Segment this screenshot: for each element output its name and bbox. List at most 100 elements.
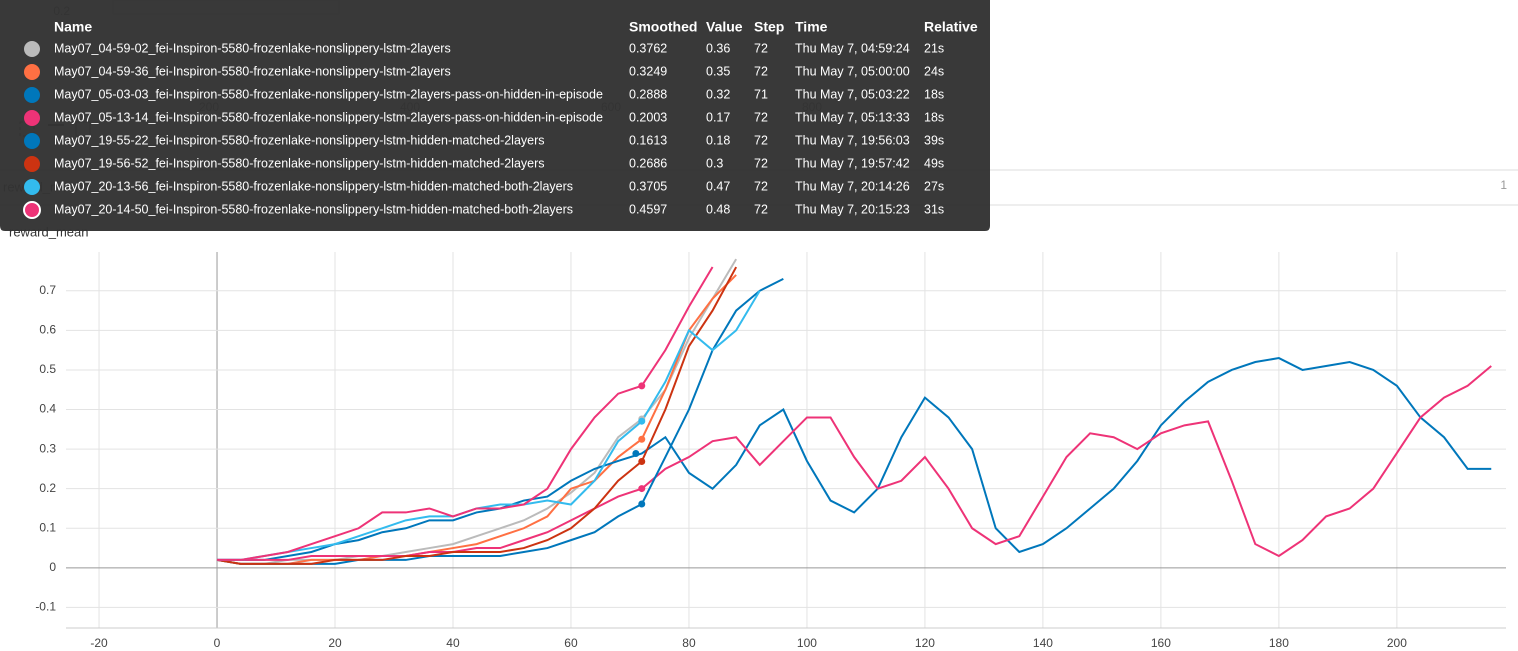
- series-line: [217, 365, 1492, 561]
- tooltip-smoothed: 0.2003: [629, 110, 667, 124]
- tooltip-name: May07_19-55-22_fei-Inspiron-5580-frozenl…: [54, 133, 545, 147]
- series-swatch: [24, 179, 40, 195]
- series-line: [216, 258, 738, 565]
- y-tick-label: 0.5: [39, 362, 56, 376]
- tooltip-value: 0.35: [706, 64, 730, 78]
- tooltip-smoothed: 0.3762: [629, 41, 667, 55]
- tooltip-step: 72: [754, 41, 768, 55]
- series-line: [217, 266, 714, 561]
- x-tick-label: 140: [1033, 636, 1053, 650]
- tooltip-step: 72: [754, 110, 768, 124]
- tooltip-time: Thu May 7, 19:56:03: [795, 133, 910, 147]
- tooltip-value: 0.48: [706, 202, 730, 216]
- tooltip-relative: 39s: [924, 133, 944, 147]
- series-swatch: [24, 110, 40, 126]
- tooltip-step: 72: [754, 64, 768, 78]
- x-tick-label: 200: [1387, 636, 1407, 650]
- y-tick-label: 0.6: [39, 323, 56, 337]
- x-tick-label: 180: [1269, 636, 1289, 650]
- tooltip-relative: 24s: [924, 64, 944, 78]
- tooltip-name: May07_19-56-52_fei-Inspiron-5580-frozenl…: [54, 156, 545, 170]
- plot: -20 0 20 40 60 80 100 120 140 160 180 200 -0.1 0 0.1 0.…: [35, 252, 1506, 650]
- hover-marker: [638, 435, 646, 443]
- y-tick-label: 0.3: [39, 441, 56, 455]
- series-swatch: [24, 64, 40, 80]
- tooltip-smoothed: 0.2888: [629, 87, 667, 101]
- tooltip-name: May07_04-59-02_fei-Inspiron-5580-frozenl…: [54, 41, 451, 55]
- tooltip-smoothed: 0.3705: [629, 179, 667, 193]
- tooltip-smoothed: 0.1613: [629, 133, 667, 147]
- tooltip-time: Thu May 7, 04:59:24: [795, 41, 910, 55]
- hover-marker: [638, 500, 646, 508]
- series-group: [216, 258, 1492, 565]
- tooltip-value: 0.3: [706, 156, 723, 170]
- tooltip-step: 72: [754, 202, 768, 216]
- tooltip-time: Thu May 7, 20:14:26: [795, 179, 910, 193]
- tooltip-value: 0.47: [706, 179, 730, 193]
- tooltip: Name Smoothed Value Step Time Relative May07_0…: [0, 0, 990, 231]
- tooltip-header: Time: [795, 19, 828, 35]
- tooltip-time: Thu May 7, 05:03:22: [795, 87, 910, 101]
- x-tick-label: 40: [446, 636, 460, 650]
- x-tick-label: -20: [90, 636, 108, 650]
- series-swatch: [23, 201, 41, 219]
- x-tick-label: 0: [214, 636, 221, 650]
- tooltip-header: Relative: [924, 19, 978, 35]
- tooltip-header: Name: [54, 19, 92, 35]
- tooltip-value: 0.32: [706, 87, 730, 101]
- x-tick-label: 80: [682, 636, 696, 650]
- tooltip-name: May07_20-13-56_fei-Inspiron-5580-frozenl…: [54, 179, 573, 193]
- series-swatch: [24, 41, 40, 57]
- hover-marker: [638, 382, 646, 390]
- tooltip-relative: 27s: [924, 179, 944, 193]
- hover-marker: [638, 458, 646, 466]
- tooltip-time: Thu May 7, 20:15:23: [795, 202, 910, 216]
- hover-marker: [638, 485, 646, 493]
- tooltip-value: 0.17: [706, 110, 730, 124]
- tooltip-step: 72: [754, 133, 768, 147]
- card-count: 1: [1500, 178, 1507, 192]
- tooltip-relative: 18s: [924, 110, 944, 124]
- tooltip-header: Step: [754, 19, 784, 35]
- series-line: [217, 357, 1492, 561]
- tooltip-time: Thu May 7, 05:13:33: [795, 110, 910, 124]
- y-tick-label: 0.1: [39, 520, 56, 534]
- x-tick-label: 120: [915, 636, 935, 650]
- tooltip-name: May07_20-14-50_fei-Inspiron-5580-frozenl…: [54, 202, 573, 216]
- y-tick-label: 0.7: [39, 283, 56, 297]
- x-tick-label: 100: [797, 636, 817, 650]
- y-tick-label: 0.4: [39, 402, 56, 416]
- tooltip-box: [0, 0, 990, 231]
- tooltip-step: 72: [754, 179, 768, 193]
- tooltip-name: May07_05-03-03_fei-Inspiron-5580-frozenl…: [54, 87, 603, 101]
- series-line: [216, 274, 737, 565]
- series-line: [216, 266, 738, 565]
- tooltip-time: Thu May 7, 05:00:00: [795, 64, 910, 78]
- hover-marker: [632, 450, 640, 458]
- tooltip-header: Value: [706, 19, 743, 35]
- x-tick-label: 60: [564, 636, 578, 650]
- tooltip-time: Thu May 7, 19:57:42: [795, 156, 910, 170]
- tooltip-name: May07_05-13-14_fei-Inspiron-5580-frozenl…: [54, 110, 603, 124]
- tooltip-relative: 49s: [924, 156, 944, 170]
- y-tick-label: 0: [49, 560, 56, 574]
- tooltip-step: 71: [754, 87, 768, 101]
- y-tick-label: -0.1: [35, 600, 56, 614]
- series-line: [217, 290, 761, 561]
- series-swatch: [24, 87, 40, 103]
- series-swatch: [24, 133, 40, 149]
- hover-marker: [638, 417, 646, 425]
- y-tick-label: 0.2: [39, 481, 56, 495]
- tooltip-name: May07_04-59-36_fei-Inspiron-5580-frozenl…: [54, 64, 451, 78]
- tooltip-value: 0.36: [706, 41, 730, 55]
- tooltip-smoothed: 0.3249: [629, 64, 667, 78]
- tooltip-relative: 31s: [924, 202, 944, 216]
- tooltip-relative: 21s: [924, 41, 944, 55]
- tooltip-smoothed: 0.4597: [629, 202, 667, 216]
- x-tick-label: 20: [328, 636, 342, 650]
- tooltip-header: Smoothed: [629, 19, 697, 35]
- series-swatch: [24, 156, 40, 172]
- tooltip-value: 0.18: [706, 133, 730, 147]
- tooltip-step: 72: [754, 156, 768, 170]
